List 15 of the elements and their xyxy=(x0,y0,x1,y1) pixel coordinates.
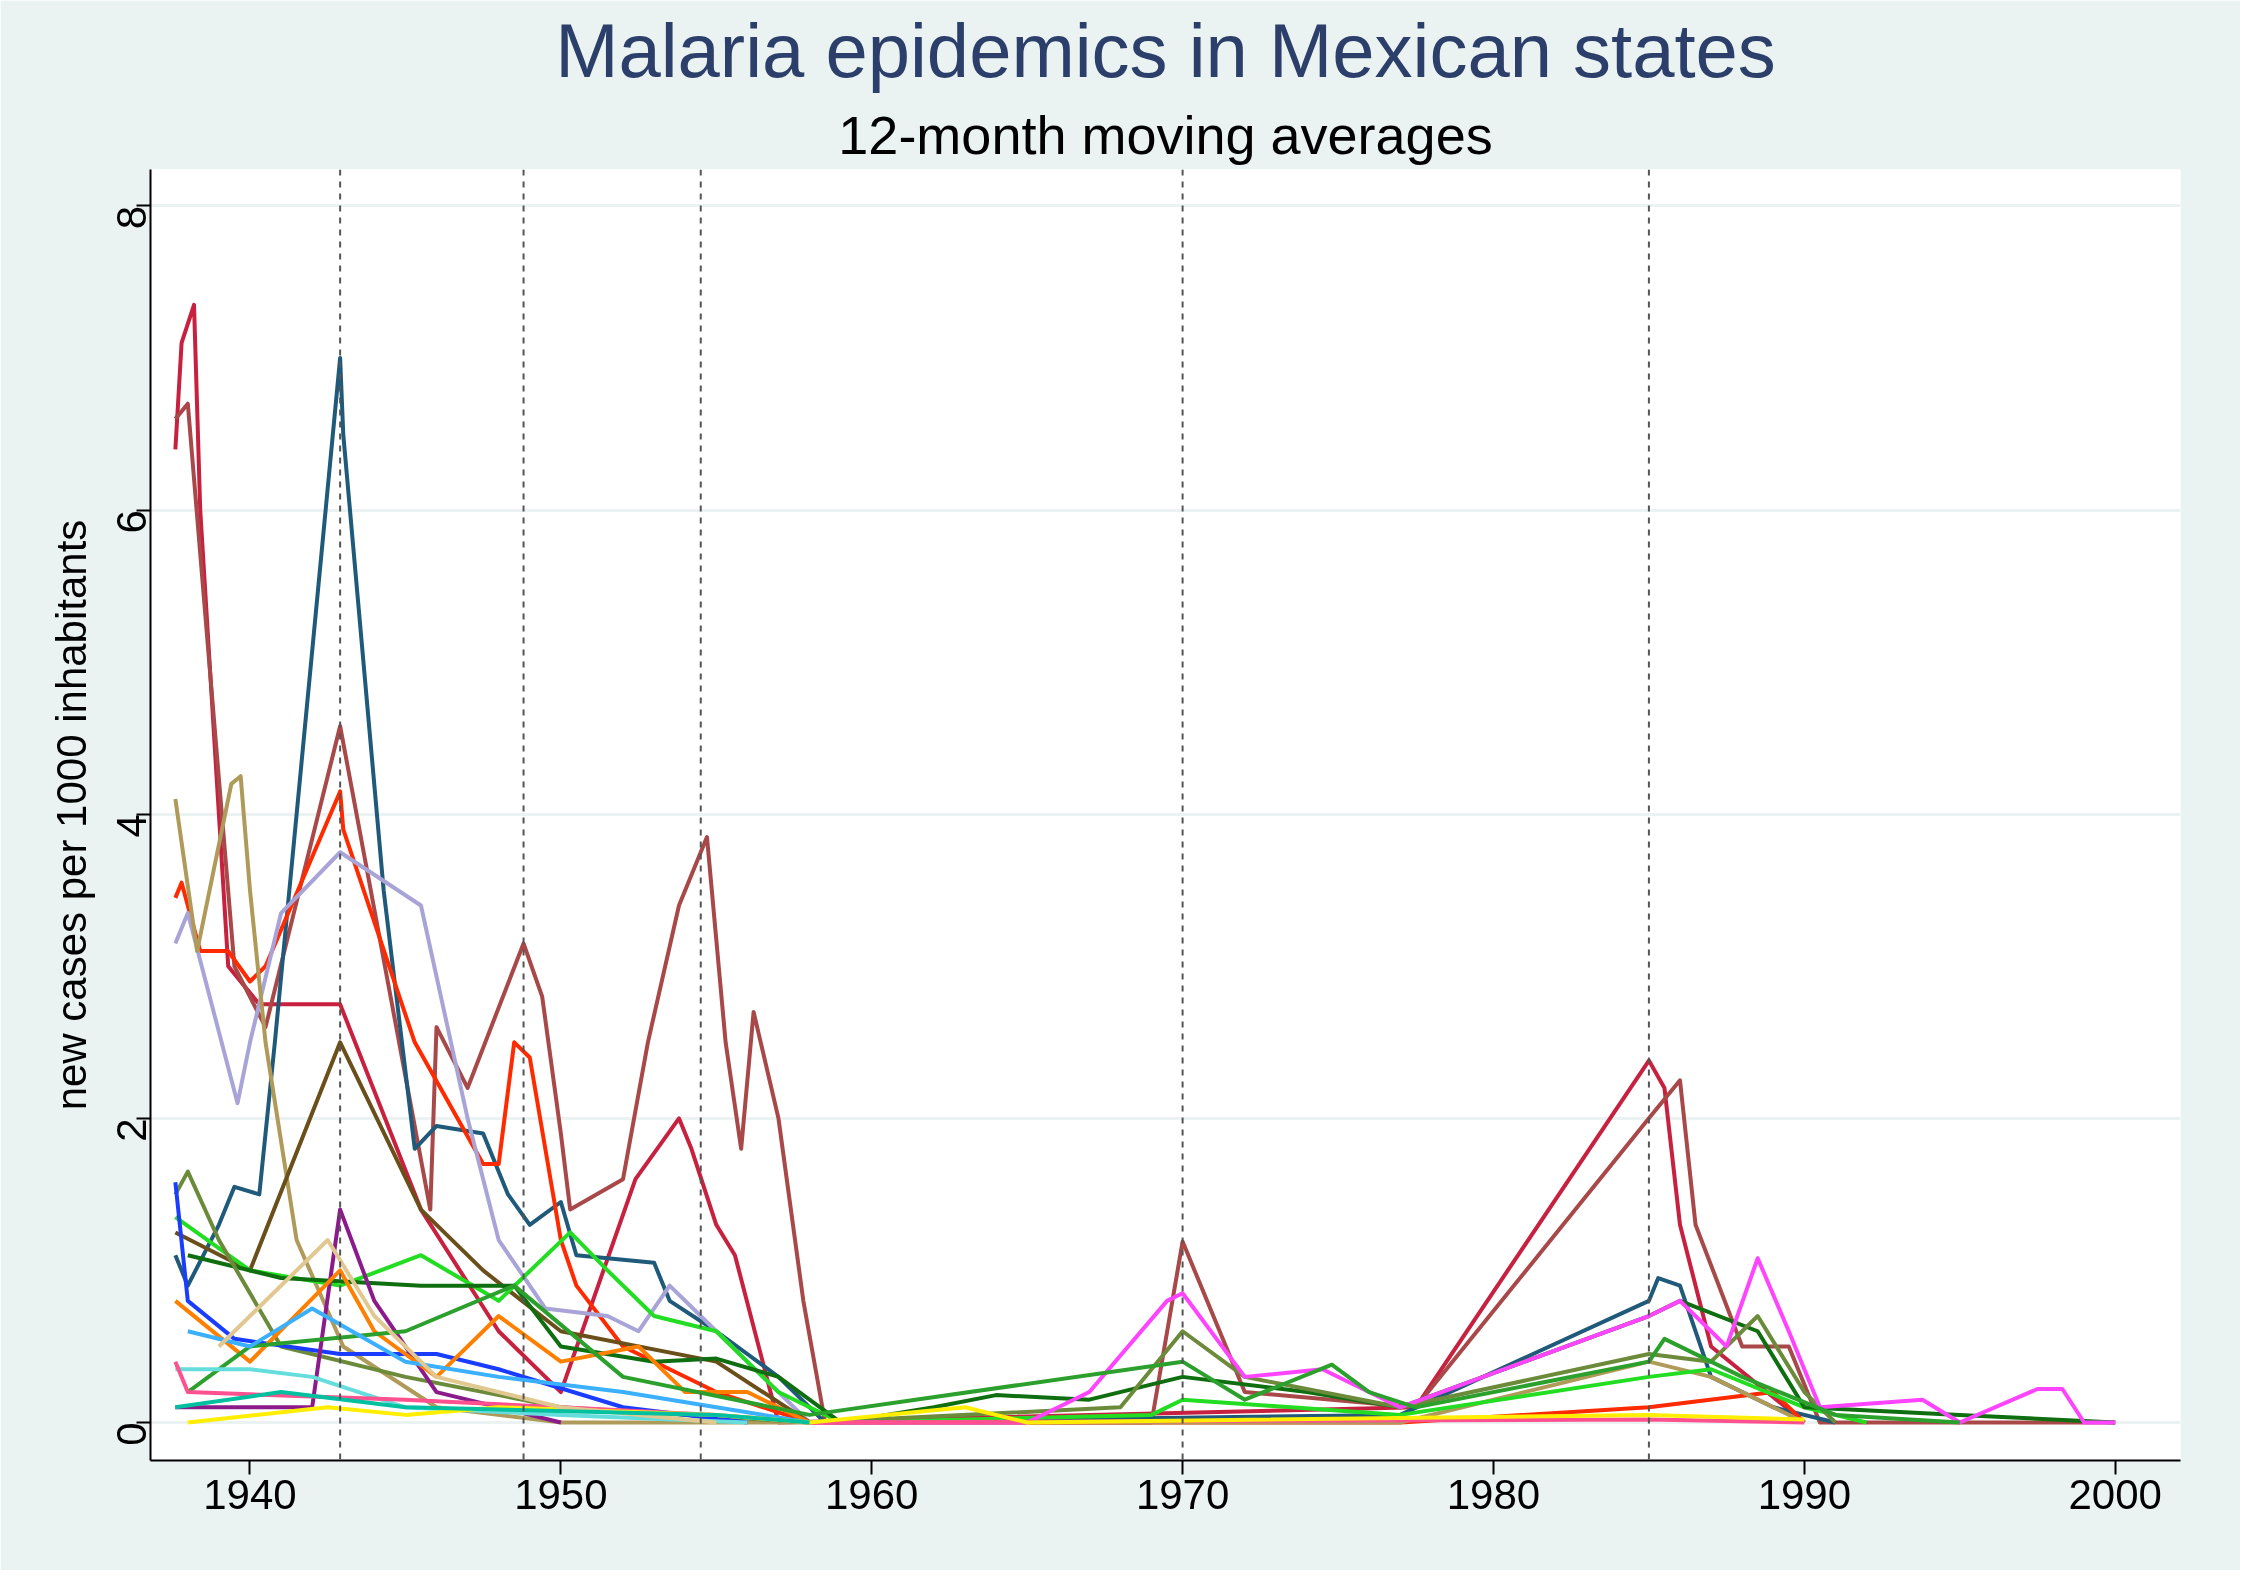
y-tick-label: 4 xyxy=(108,814,155,838)
x-tick-label: 1990 xyxy=(1757,1470,1852,1518)
x-tick-label: 2000 xyxy=(2068,1470,2162,1518)
y-tick-label: 0 xyxy=(108,1422,155,1446)
x-tick-label: 1980 xyxy=(1446,1470,1541,1518)
y-tick-label: 6 xyxy=(108,510,155,534)
x-tick-label: 1960 xyxy=(825,1470,919,1518)
chart-subtitle: 12-month moving averages xyxy=(838,104,1493,165)
y-tick-label: 2 xyxy=(108,1118,155,1142)
x-tick-label: 1970 xyxy=(1135,1470,1230,1518)
y-tick-label: 8 xyxy=(108,205,155,230)
x-tick-label: 1950 xyxy=(514,1470,608,1518)
chart-title: Malaria epidemics in Mexican states xyxy=(555,7,1776,93)
x-tick-label: 1940 xyxy=(203,1470,297,1518)
y-axis-title: new cases per 1000 inhabitants xyxy=(47,519,95,1111)
